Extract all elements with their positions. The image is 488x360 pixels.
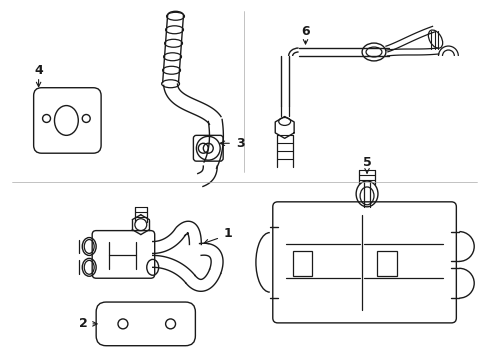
Text: 2: 2: [79, 318, 87, 330]
Text: 3: 3: [235, 137, 244, 150]
Text: 4: 4: [34, 64, 43, 77]
Text: 5: 5: [362, 156, 371, 168]
Text: 6: 6: [301, 24, 309, 38]
Text: 1: 1: [224, 227, 232, 240]
Bar: [376, 251, 396, 276]
Bar: [292, 251, 312, 276]
